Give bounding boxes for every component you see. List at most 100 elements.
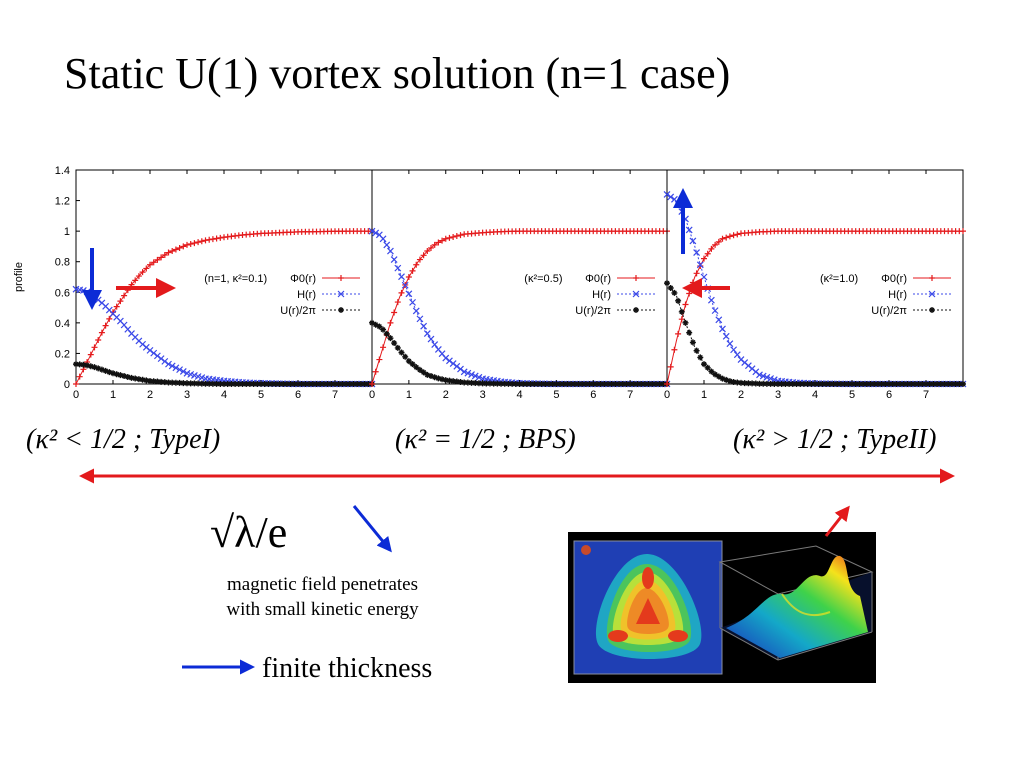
data-point bbox=[582, 381, 589, 387]
data-point bbox=[468, 379, 475, 386]
data-point bbox=[638, 381, 645, 387]
data-point bbox=[420, 252, 427, 259]
data-point bbox=[579, 381, 586, 387]
data-point bbox=[738, 379, 744, 386]
legend-entry-label: H(r) bbox=[592, 289, 611, 301]
data-point bbox=[424, 371, 431, 378]
data-point bbox=[479, 380, 486, 387]
data-point bbox=[823, 381, 830, 387]
data-point bbox=[789, 381, 796, 387]
data-point bbox=[424, 248, 431, 255]
data-point bbox=[475, 380, 482, 387]
data-point bbox=[730, 232, 737, 239]
data-point bbox=[376, 356, 383, 363]
data-point bbox=[542, 381, 549, 387]
data-point bbox=[704, 364, 711, 371]
data-point bbox=[416, 366, 423, 373]
data-point bbox=[416, 315, 424, 323]
data-point bbox=[423, 330, 431, 337]
data-point bbox=[202, 380, 209, 387]
data-point bbox=[919, 381, 926, 387]
data-point bbox=[945, 381, 952, 387]
data-point bbox=[184, 241, 190, 248]
data-point bbox=[298, 381, 305, 387]
penetration-caption-line1: magnetic field penetrates bbox=[227, 574, 418, 595]
data-point bbox=[590, 381, 597, 387]
data-point bbox=[756, 371, 763, 379]
data-point bbox=[586, 381, 593, 387]
data-point bbox=[291, 381, 298, 387]
data-point bbox=[704, 250, 711, 257]
data-point bbox=[158, 254, 165, 261]
data-point bbox=[243, 381, 250, 387]
data-point bbox=[693, 347, 700, 354]
data-point bbox=[948, 381, 955, 387]
data-point bbox=[733, 351, 741, 359]
data-point bbox=[841, 381, 848, 387]
data-point bbox=[656, 381, 663, 387]
x-tick-label: 0 bbox=[73, 389, 79, 401]
data-point bbox=[239, 381, 246, 387]
data-point bbox=[689, 237, 697, 245]
plot-frame bbox=[666, 169, 964, 385]
data-point bbox=[435, 375, 442, 382]
data-point bbox=[198, 380, 205, 387]
data-point bbox=[435, 239, 442, 246]
data-point bbox=[501, 380, 508, 387]
data-point bbox=[889, 381, 896, 387]
data-point bbox=[457, 365, 464, 373]
data-point bbox=[401, 281, 409, 289]
data-point bbox=[730, 378, 737, 385]
data-point bbox=[700, 273, 708, 281]
data-point bbox=[534, 381, 541, 387]
data-point bbox=[712, 241, 719, 248]
data-point bbox=[487, 380, 493, 387]
data-point bbox=[715, 238, 722, 245]
data-point bbox=[228, 381, 235, 387]
data-point bbox=[398, 349, 405, 356]
data-point bbox=[132, 375, 139, 382]
data-point bbox=[457, 379, 464, 386]
legend-title: (κ²=1.0) bbox=[820, 273, 858, 285]
data-point bbox=[143, 377, 150, 384]
data-point bbox=[808, 381, 815, 387]
data-point bbox=[560, 381, 567, 387]
data-point bbox=[719, 375, 726, 382]
data-point bbox=[309, 381, 316, 387]
data-point bbox=[645, 381, 652, 387]
x-tick-label: 6 bbox=[590, 389, 596, 401]
data-point bbox=[671, 346, 678, 353]
data-point bbox=[361, 381, 368, 387]
data-point bbox=[760, 380, 767, 387]
data-point bbox=[87, 363, 94, 370]
data-point bbox=[671, 289, 678, 296]
data-point bbox=[763, 380, 770, 387]
data-point bbox=[146, 346, 154, 354]
data-point bbox=[102, 322, 109, 329]
data-point bbox=[623, 381, 630, 387]
data-point bbox=[158, 378, 165, 385]
data-point bbox=[383, 330, 390, 337]
data-point bbox=[546, 381, 552, 387]
data-point bbox=[154, 378, 161, 385]
data-point bbox=[172, 379, 179, 386]
regime-bps-label: (κ² = 1/2 ; BPS) bbox=[395, 424, 576, 455]
data-point bbox=[457, 232, 464, 239]
data-point bbox=[87, 351, 94, 358]
sqrt-lambda-over-e: √λ/e bbox=[210, 508, 288, 557]
data-point bbox=[439, 376, 446, 383]
x-tick-label: 2 bbox=[443, 389, 449, 401]
data-point bbox=[804, 381, 811, 387]
data-point bbox=[283, 381, 290, 387]
data-point bbox=[306, 381, 313, 387]
data-point bbox=[265, 381, 272, 387]
data-point bbox=[749, 380, 756, 387]
data-point bbox=[354, 381, 361, 387]
data-point bbox=[409, 361, 416, 368]
data-point bbox=[176, 379, 183, 386]
data-point bbox=[368, 227, 376, 235]
data-point bbox=[409, 267, 416, 274]
data-point bbox=[106, 369, 113, 376]
data-point bbox=[254, 381, 261, 387]
data-point bbox=[734, 231, 741, 238]
